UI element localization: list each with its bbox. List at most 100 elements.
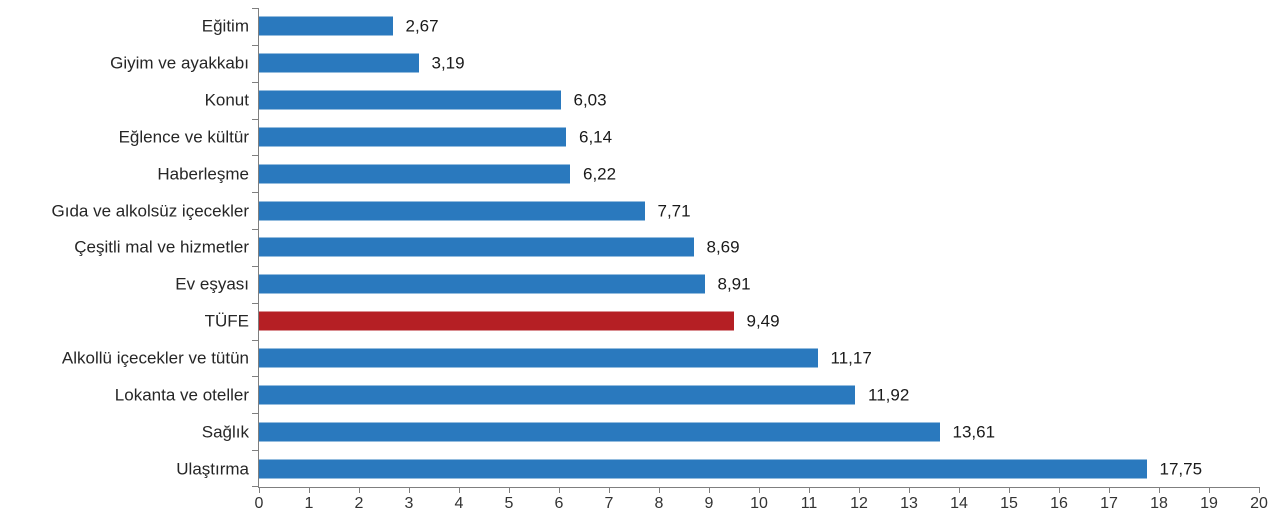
y-axis-tick <box>252 155 259 157</box>
x-axis-tick <box>309 487 310 493</box>
category-label: Alkollü içecekler ve tütün <box>61 348 249 368</box>
y-axis-tick <box>252 265 259 267</box>
bar <box>259 164 570 184</box>
bar <box>259 274 705 294</box>
bar <box>259 348 818 368</box>
x-axis-tick <box>1209 487 1210 493</box>
y-axis-tick <box>252 450 259 452</box>
x-axis-tick-label: 9 <box>704 495 714 512</box>
x-axis-tick-label: 19 <box>1200 495 1218 512</box>
x-axis-tick-label: 18 <box>1150 495 1168 512</box>
category-label: Ulaştırma <box>176 459 249 479</box>
y-axis-tick <box>252 413 259 415</box>
bar <box>259 237 694 257</box>
value-label: 13,61 <box>952 422 996 442</box>
bar-row: Eğlence ve kültür 6,14 <box>119 119 1259 156</box>
x-axis-tick-label: 7 <box>604 495 614 512</box>
category-label: Eğitim <box>201 16 249 36</box>
x-axis-tick <box>659 487 660 493</box>
value-label: 17,75 <box>1159 459 1203 479</box>
x-axis-tick-label: 10 <box>750 495 768 512</box>
x-axis-tick-label: 0 <box>254 495 264 512</box>
x-axis-tick-label: 14 <box>950 495 968 512</box>
category-label: Ev eşyası <box>175 274 249 294</box>
bar <box>259 16 393 36</box>
bar <box>259 422 940 442</box>
x-axis-tick-label: 2 <box>354 495 364 512</box>
x-axis-tick-label: 11 <box>800 495 818 512</box>
plot-area: Eğitim 2,67 Giyim ve ayakkabı 3,19 Konut 6,03… <box>52 8 1268 512</box>
value-label: 11,92 <box>868 385 910 405</box>
bar-row: Çeşitli mal ve hizmetler 8,69 <box>74 229 1259 266</box>
category-label: Giyim ve ayakkabı <box>110 53 249 73</box>
x-axis-tick <box>609 487 610 493</box>
bar-highlight-tufe <box>259 311 734 331</box>
x-axis-tick <box>259 487 260 493</box>
value-label: 11,17 <box>830 348 872 368</box>
bar-row: Giyim ve ayakkabı 3,19 <box>110 45 1259 82</box>
bar-row: Lokanta ve oteller 11,92 <box>115 376 1259 413</box>
x-axis-tick <box>909 487 910 493</box>
x-axis-tick-label: 4 <box>454 495 464 512</box>
bar <box>259 90 561 110</box>
x-axis-tick <box>759 487 760 493</box>
x-axis-tick <box>1259 487 1260 493</box>
x-axis-tick <box>1159 487 1160 493</box>
bar <box>259 53 419 73</box>
bar-row: Konut 6,03 <box>205 82 1259 119</box>
bar-row: TÜFE 9,49 <box>205 303 1259 340</box>
y-axis-tick <box>252 8 259 9</box>
x-axis-tick-label: 12 <box>850 495 868 512</box>
category-label: Lokanta ve oteller <box>114 385 249 405</box>
y-axis-tick <box>252 44 259 46</box>
value-label: 7,71 <box>657 201 691 221</box>
x-axis-tick-label: 17 <box>1100 495 1118 512</box>
bar <box>259 459 1147 479</box>
value-label: 6,22 <box>583 164 617 184</box>
category-label: Haberleşme <box>157 164 249 184</box>
value-label: 3,19 <box>431 53 465 73</box>
x-axis-tick-label: 15 <box>1000 495 1018 512</box>
y-axis-tick <box>252 339 259 341</box>
bar-row: Ulaştırma 17,75 <box>176 450 1259 487</box>
bar-row: Sağlık 13,61 <box>202 413 1259 450</box>
bar-row: Eğitim 2,67 <box>202 8 1259 45</box>
bar-row: Haberleşme 6,22 <box>157 155 1259 192</box>
x-axis-tick-label: 6 <box>554 495 564 512</box>
category-label: Gıda ve alkolsüz içecekler <box>51 201 249 221</box>
value-label: 8,91 <box>717 274 751 294</box>
category-label: Konut <box>204 90 249 110</box>
x-axis-tick <box>1109 487 1110 493</box>
category-label: Çeşitli mal ve hizmetler <box>74 237 249 257</box>
x-axis-tick <box>509 487 510 493</box>
x-axis-tick-label: 1 <box>304 495 314 512</box>
x-axis-tick <box>409 487 410 493</box>
y-axis-tick <box>252 486 259 487</box>
x-axis-tick-label: 20 <box>1250 495 1268 512</box>
x-axis-tick <box>809 487 810 493</box>
x-axis-tick-label: 16 <box>1050 495 1068 512</box>
value-label: 2,67 <box>405 16 439 36</box>
bar-row: Ev eşyası 8,91 <box>175 266 1259 303</box>
y-axis-tick <box>252 229 259 231</box>
category-label: Sağlık <box>201 422 249 442</box>
x-axis-tick <box>959 487 960 493</box>
y-axis-tick <box>252 118 259 120</box>
y-axis-tick <box>252 192 259 194</box>
x-axis-tick <box>859 487 860 493</box>
x-axis-tick-label: 5 <box>504 495 514 512</box>
x-axis-tick <box>709 487 710 493</box>
value-label: 9,49 <box>746 311 780 331</box>
y-axis-tick <box>252 302 259 304</box>
value-label: 6,03 <box>573 90 607 110</box>
category-label: TÜFE <box>204 311 249 331</box>
x-axis-tick <box>459 487 460 493</box>
x-axis-tick-label: 3 <box>404 495 414 512</box>
category-label: Eğlence ve kültür <box>118 127 249 147</box>
x-axis-tick <box>359 487 360 493</box>
bar <box>259 201 645 221</box>
bar-row: Alkollü içecekler ve tütün 11,17 <box>62 340 1259 377</box>
bar <box>259 385 855 405</box>
x-axis-tick <box>1009 487 1010 493</box>
